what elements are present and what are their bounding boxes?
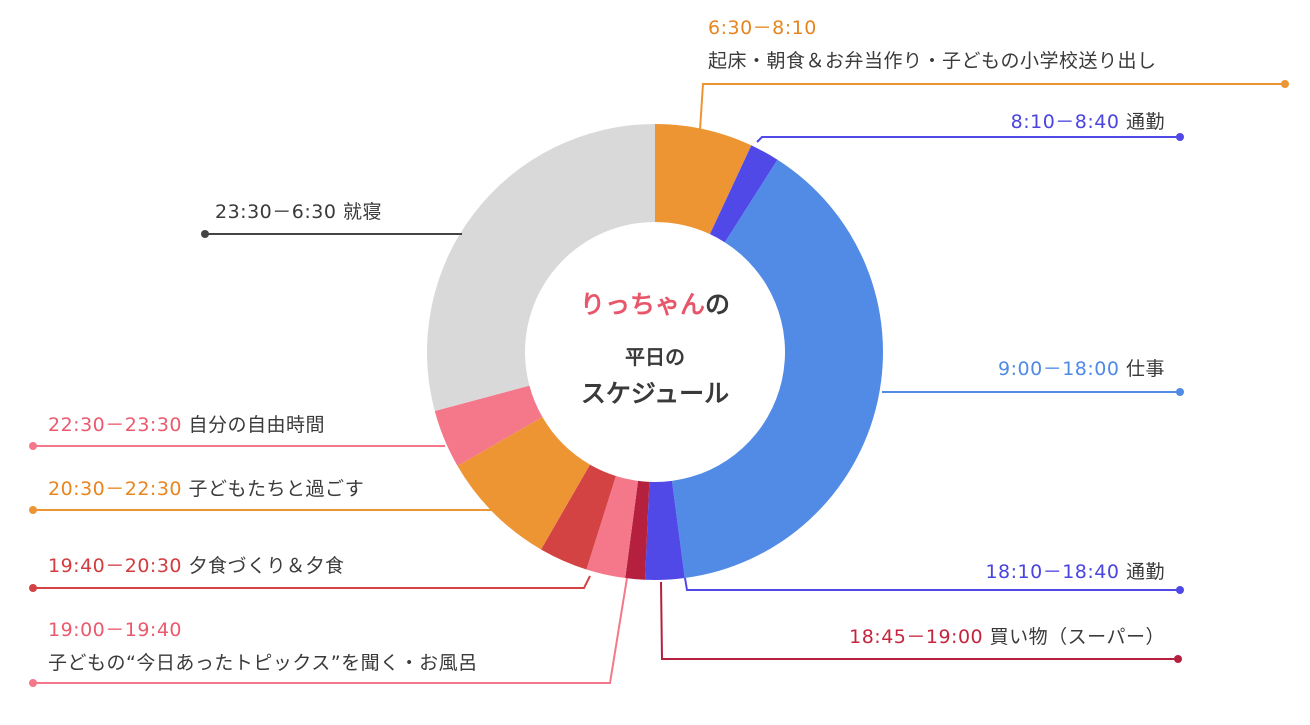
segment-time: 18:45－19:00 (849, 626, 984, 648)
segment-time: 19:00－19:40 (48, 619, 183, 641)
donut-segment (671, 159, 884, 579)
leader-dot (1281, 80, 1289, 88)
segment-description: 起床・朝食＆お弁当作り・子どもの小学校送り出し (708, 50, 1157, 72)
segment-time: 6:30－8:10 (708, 17, 817, 39)
segment-label: 6:30－8:10 起床・朝食＆お弁当作り・子どもの小学校送り出し (708, 16, 1157, 73)
leader-dot (29, 679, 37, 687)
leader-dot (29, 506, 37, 514)
segment-description: 自分の自由時間 (182, 414, 326, 436)
leader-line (684, 577, 1180, 591)
donut-segment (586, 475, 639, 579)
segment-time: 18:10－18:40 (985, 561, 1120, 583)
title-particle: の (705, 290, 731, 319)
segment-label: 22:30－23:30 自分の自由時間 (48, 413, 325, 437)
segment-time: 20:30－22:30 (48, 478, 183, 500)
segment-label: 9:00－18:00 仕事 (998, 357, 1165, 381)
leader-dot (201, 230, 209, 238)
segment-description: 夕食づくり＆夕食 (182, 555, 345, 577)
donut-segment (427, 124, 655, 412)
donut-segment (645, 480, 685, 580)
title-line2: 平日の (625, 345, 685, 369)
donut-segment (541, 464, 616, 570)
segment-label: 23:30－6:30 就寝 (215, 200, 382, 224)
segment-description: 買い物（スーパー） (983, 626, 1165, 648)
segment-time: 23:30－6:30 (215, 201, 337, 223)
segment-description: 子どもたちと過ごす (182, 478, 365, 500)
segment-description: 仕事 (1119, 358, 1165, 380)
segment-time: 22:30－23:30 (48, 414, 183, 436)
segment-description: 子どもの“今日あったトピックス”を聞く・お風呂 (48, 652, 478, 674)
segment-label: 20:30－22:30 子どもたちと過ごす (48, 477, 364, 501)
segment-time: 8:10－8:40 (1010, 111, 1120, 133)
segment-description: 就寝 (336, 201, 382, 223)
leader-dot (29, 584, 37, 592)
title-line3: スケジュール (580, 379, 730, 408)
segment-label: 19:00－19:40 子どもの“今日あったトピックス”を聞く・お風呂 (48, 618, 478, 675)
leader-dot (1176, 586, 1184, 594)
donut-segment (434, 385, 543, 466)
person-name: りっちゃん (579, 290, 705, 319)
segment-time: 19:40－20:30 (48, 555, 183, 577)
leader-dot (1176, 388, 1184, 396)
leader-dot (1176, 133, 1184, 141)
leader-line (699, 83, 1285, 131)
segment-description: 通勤 (1119, 111, 1165, 133)
leader-line (33, 575, 591, 589)
segment-description: 通勤 (1119, 561, 1165, 583)
leader-line (660, 581, 1178, 660)
chart-center-title: りっちゃんの 平日の スケジュール (525, 285, 785, 410)
leader-line (33, 577, 628, 684)
leader-dot (1174, 655, 1182, 663)
segment-label: 19:40－20:30 夕食づくり＆夕食 (48, 554, 345, 578)
donut-segment (655, 124, 752, 235)
donut-segment (625, 480, 650, 580)
leader-line (756, 136, 1180, 143)
donut-segment (457, 417, 590, 550)
segment-label: 18:45－19:00 買い物（スーパー） (849, 625, 1165, 649)
donut-segment (709, 145, 778, 243)
segment-label: 18:10－18:40 通勤 (985, 560, 1165, 584)
segment-label: 8:10－8:40 通勤 (1011, 110, 1165, 134)
segment-time: 9:00－18:00 (998, 358, 1120, 380)
leader-dot (29, 442, 37, 450)
